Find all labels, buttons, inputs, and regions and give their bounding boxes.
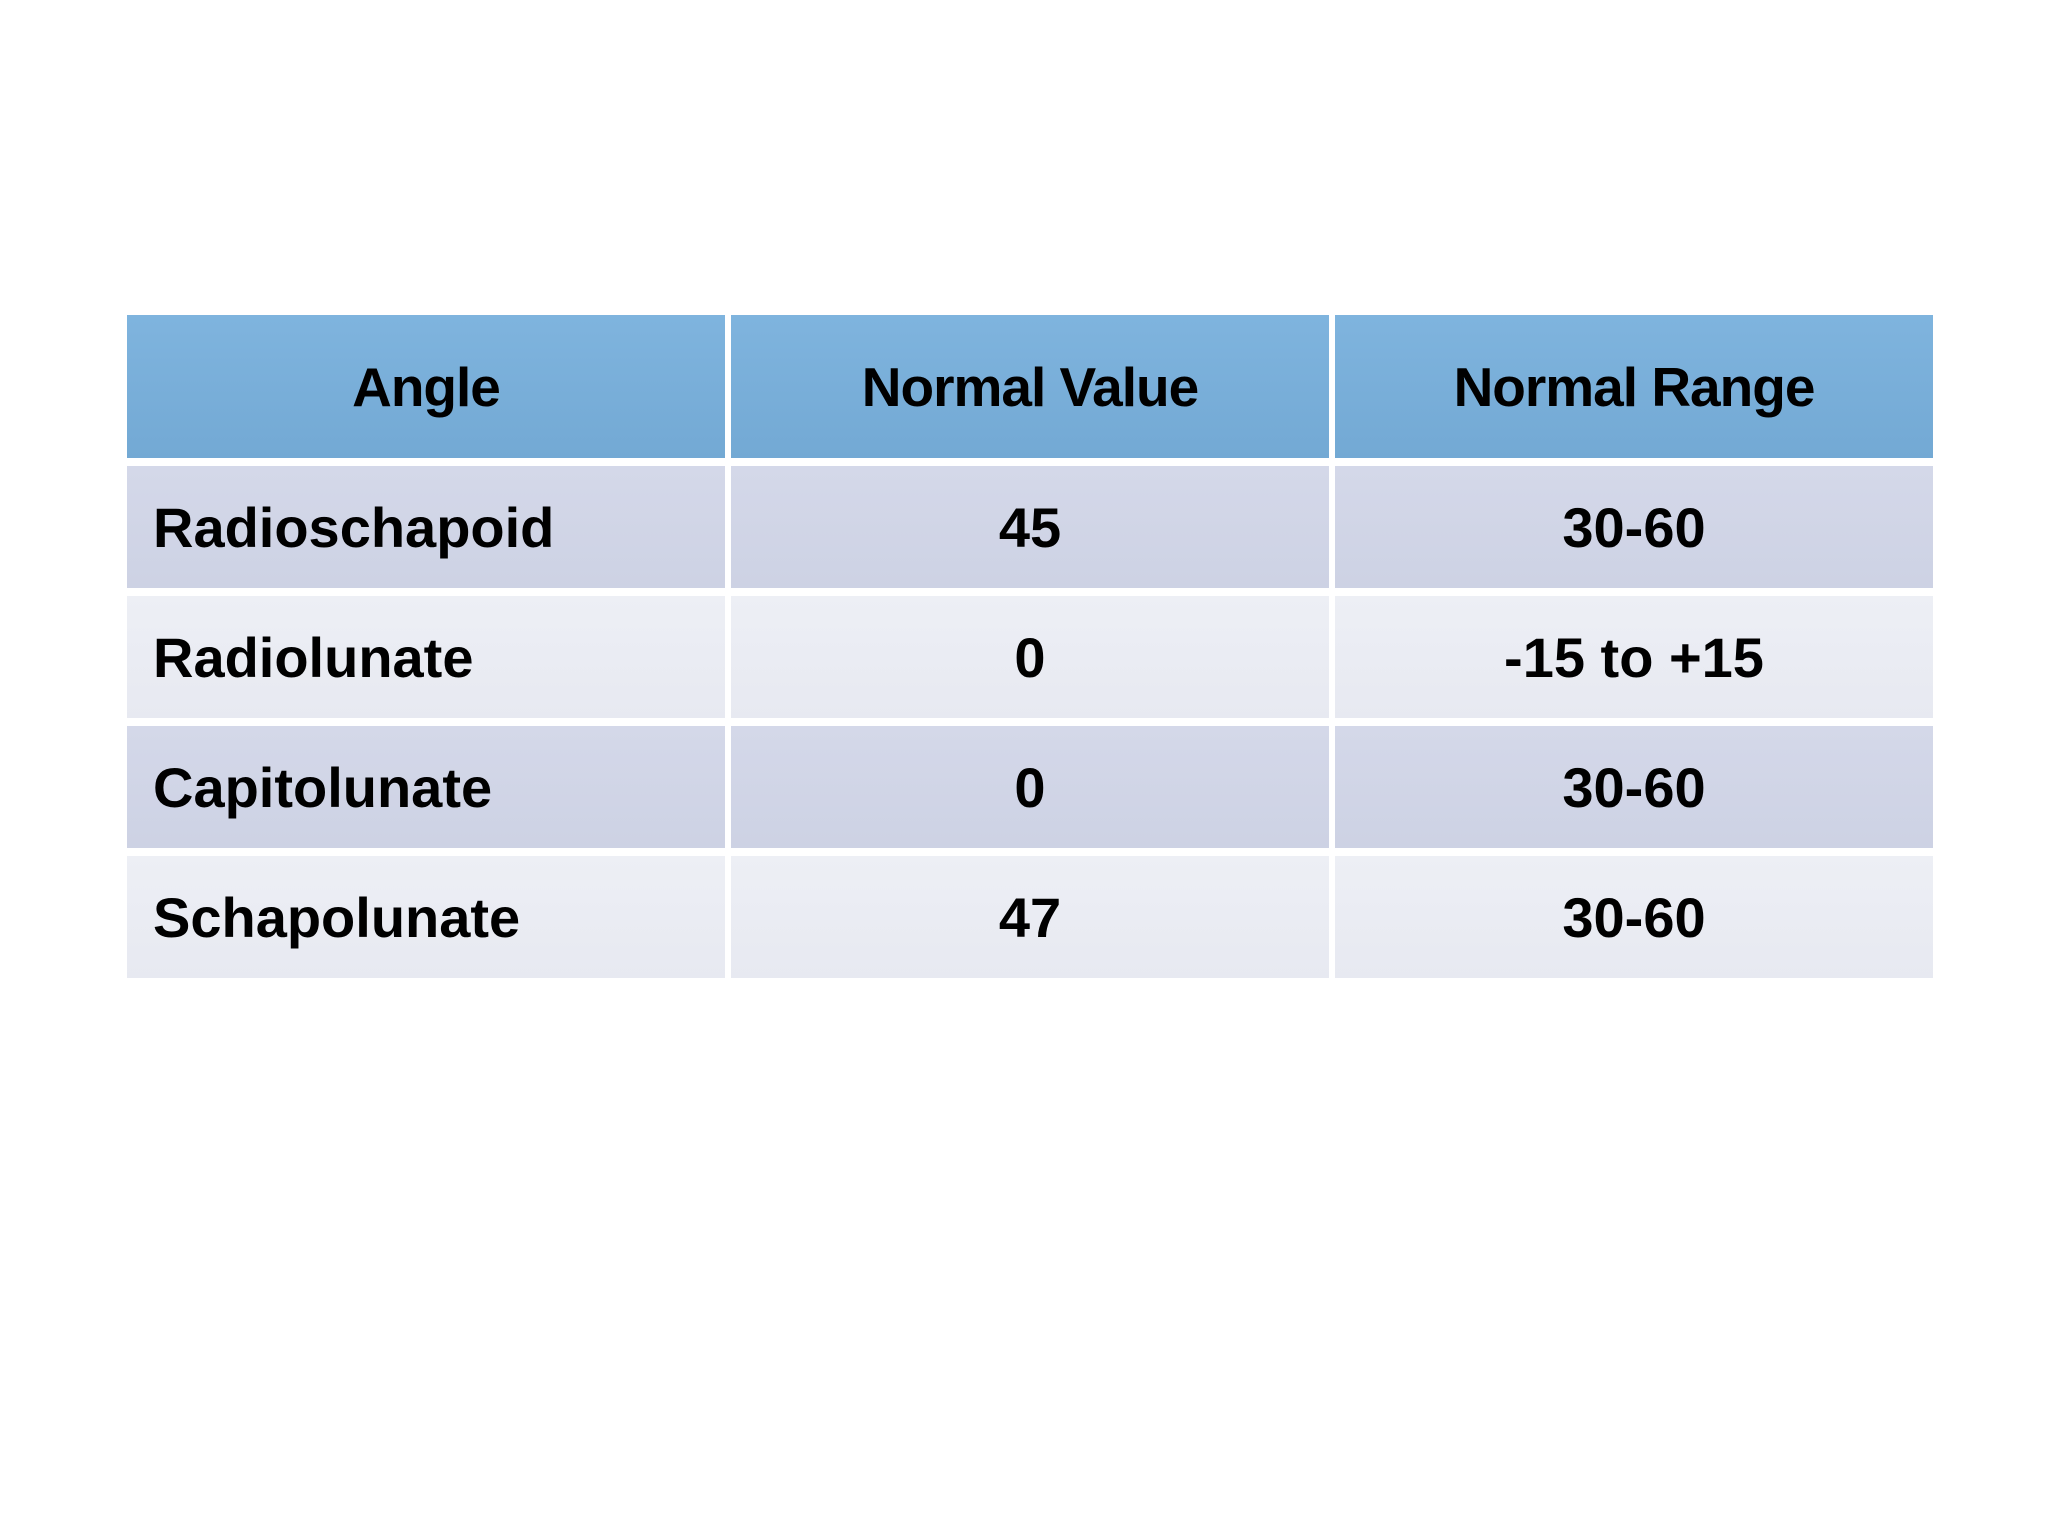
table-row-1-normal-range: 30-60 xyxy=(1335,466,1933,588)
table-row-4-normal-value: 47 xyxy=(731,856,1329,978)
table-row-2-normal-range: -15 to +15 xyxy=(1335,596,1933,718)
table-row-3-normal-range: 30-60 xyxy=(1335,726,1933,848)
table-row-4-normal-range: 30-60 xyxy=(1335,856,1933,978)
table-header-normal-value: Normal Value xyxy=(731,315,1329,458)
table-header-angle: Angle xyxy=(127,315,725,458)
table-row-3-angle: Capitolunate xyxy=(127,726,725,848)
table-header-normal-range: Normal Range xyxy=(1335,315,1933,458)
table-row-3-normal-value: 0 xyxy=(731,726,1329,848)
angles-table: Angle Normal Value Normal Range Radiosch… xyxy=(127,315,1933,978)
table-row-2-angle: Radiolunate xyxy=(127,596,725,718)
table-row-1-angle: Radioschapoid xyxy=(127,466,725,588)
table-row-1-normal-value: 45 xyxy=(731,466,1329,588)
table-row-4-angle: Schapolunate xyxy=(127,856,725,978)
table-row-2-normal-value: 0 xyxy=(731,596,1329,718)
